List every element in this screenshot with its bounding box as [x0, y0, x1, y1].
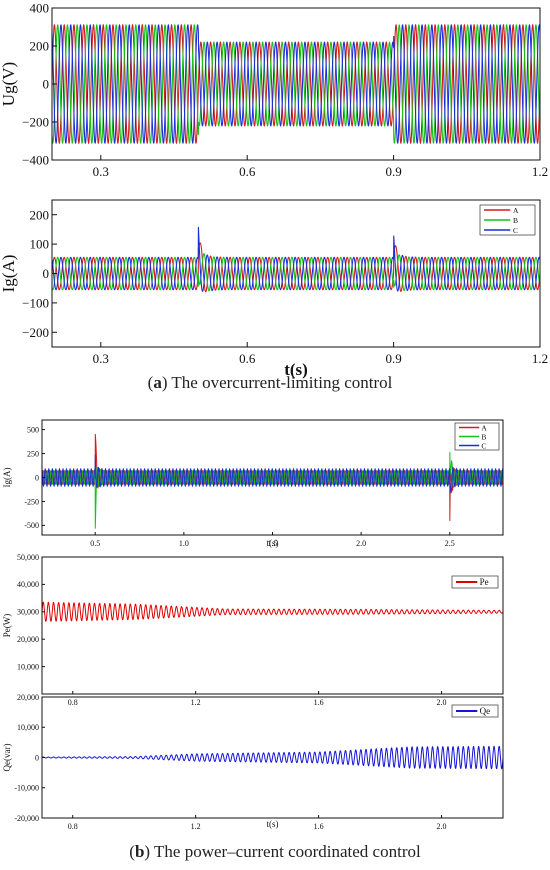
- series-line-A: [52, 242, 540, 293]
- x-tick-label: 2.0: [437, 698, 447, 707]
- x-tick-label: 0.8: [68, 822, 78, 831]
- y-tick-label: -250: [24, 497, 39, 506]
- legend-label-Qe: Qe: [480, 706, 491, 716]
- series-line-2: [52, 24, 540, 144]
- series-line-Pe: [42, 601, 503, 622]
- series-line-Qe: [42, 745, 503, 770]
- x-tick-label: 1.6: [314, 698, 324, 707]
- x-tick-label: 2.0: [356, 539, 366, 548]
- x-tick-label: 0.8: [68, 698, 78, 707]
- x-axis-label: t(s): [284, 360, 308, 379]
- legend: ABC: [454, 422, 500, 451]
- x-tick-label: 1.2: [191, 698, 201, 707]
- x-tick-label: 0.5: [90, 539, 100, 548]
- y-tick-label: −200: [22, 115, 49, 130]
- caption-b-letter: b: [135, 842, 144, 861]
- y-tick-label: 500: [27, 425, 39, 434]
- caption-b: (b) The power–current coordinated contro…: [129, 842, 421, 861]
- x-tick-label: 1.0: [179, 539, 189, 548]
- plot-area: [42, 745, 503, 770]
- y-axis-label: Ug(V): [0, 62, 18, 106]
- x-tick-label: 0.6: [239, 164, 256, 179]
- y-axis-label: Ig(A): [2, 468, 12, 488]
- y-tick-label: 40,000: [17, 580, 39, 589]
- x-tick-label: 0.9: [385, 351, 401, 366]
- legend: Pe: [451, 575, 499, 589]
- y-tick-label: 250: [27, 449, 39, 458]
- y-tick-label: −200: [22, 325, 49, 340]
- caption-a: (a) The overcurrent-limiting control: [148, 373, 393, 392]
- y-tick-label: -20,000: [14, 814, 39, 823]
- x-tick-label: 1.2: [532, 351, 548, 366]
- y-tick-label: 0: [35, 753, 39, 762]
- plot-area: [42, 433, 503, 529]
- plot-frame: [41, 556, 504, 695]
- y-tick-label: 0: [43, 266, 50, 281]
- y-tick-label: −400: [22, 153, 49, 168]
- chart-pe: 0.8 1.2 1.6 2.0 10,000 20,000 30,000 40,000 50,0…: [2, 553, 504, 707]
- y-tick-label: 20,000: [17, 693, 39, 702]
- y-tick-label: 0: [43, 77, 50, 92]
- y-tick-label: 10,000: [17, 662, 39, 671]
- series-line-A: [42, 433, 503, 521]
- legend-label-B: B: [481, 433, 486, 442]
- y-tick-label: 100: [30, 237, 50, 252]
- plot-area: [42, 601, 503, 622]
- series-line-C: [42, 454, 503, 494]
- y-tick-label: 10,000: [17, 723, 39, 732]
- legend-label-B: B: [513, 216, 518, 225]
- y-axis-label: Ig(A): [0, 255, 18, 293]
- caption-a-text: The overcurrent-limiting control: [171, 373, 392, 392]
- plot-area: [52, 226, 540, 293]
- chart-ig-coordinated: 0.5 1.0 1.5 2.0 2.5 -500 -250 0 250 500 Ig(A) t(s) A…: [2, 419, 504, 548]
- y-tick-label: −100: [22, 295, 49, 310]
- chart-ug: 0.3 0.6 0.9 1.2 −400 −200 0 200 400 Ug(V): [0, 1, 548, 179]
- y-tick-label: 0: [35, 473, 39, 482]
- y-tick-label: -10,000: [14, 784, 39, 793]
- y-tick-label: 30,000: [17, 608, 39, 617]
- x-tick-label: 0.3: [93, 164, 109, 179]
- y-tick-label: 200: [30, 39, 50, 54]
- x-tick-label: 1.2: [532, 164, 548, 179]
- x-tick-label: 2.5: [445, 539, 455, 548]
- chart-ig-overcurrent: 0.3 0.6 0.9 1.2 −200 −100 0 100 200 Ig(A) t(s) ABC: [0, 199, 548, 379]
- x-tick-label: 1.6: [314, 822, 324, 831]
- x-tick-label: 1.5: [268, 539, 278, 548]
- series-line-B: [52, 253, 540, 292]
- x-axis-label: t(s): [267, 538, 279, 548]
- legend: ABC: [479, 204, 536, 236]
- legend-label-A: A: [481, 424, 487, 433]
- legend-label-C: C: [481, 442, 486, 451]
- plot-area: [52, 23, 540, 145]
- y-tick-label: 50,000: [17, 553, 39, 562]
- chart-qe: 0.8 1.2 1.6 2.0 -20,000 -10,000 0 10,000 20,000 Q…: [2, 693, 504, 831]
- x-tick-label: 0.3: [93, 351, 109, 366]
- series-line-B: [42, 451, 503, 529]
- x-tick-label: 1.2: [191, 822, 201, 831]
- legend-label-A: A: [513, 206, 519, 215]
- legend-label-C: C: [513, 226, 518, 235]
- y-axis-label: Qe(var): [2, 744, 12, 772]
- x-tick-label: 2.0: [437, 822, 447, 831]
- x-tick-label: 0.9: [385, 164, 401, 179]
- x-axis-label: t(s): [267, 819, 279, 829]
- series-line-0: [52, 23, 540, 145]
- y-axis-label: Pe(W): [2, 614, 12, 638]
- caption-b-text: The power–current coordinated control: [154, 842, 421, 861]
- legend-label-Pe: Pe: [480, 577, 489, 587]
- y-tick-label: -500: [24, 521, 39, 530]
- x-tick-label: 0.6: [239, 351, 256, 366]
- y-tick-label: 400: [30, 1, 50, 16]
- y-tick-label: 20,000: [17, 635, 39, 644]
- caption-a-letter: a: [153, 373, 162, 392]
- series-line-C: [52, 226, 540, 292]
- y-tick-label: 200: [30, 207, 50, 222]
- legend: Qe: [451, 704, 499, 718]
- series-line-1: [52, 24, 540, 144]
